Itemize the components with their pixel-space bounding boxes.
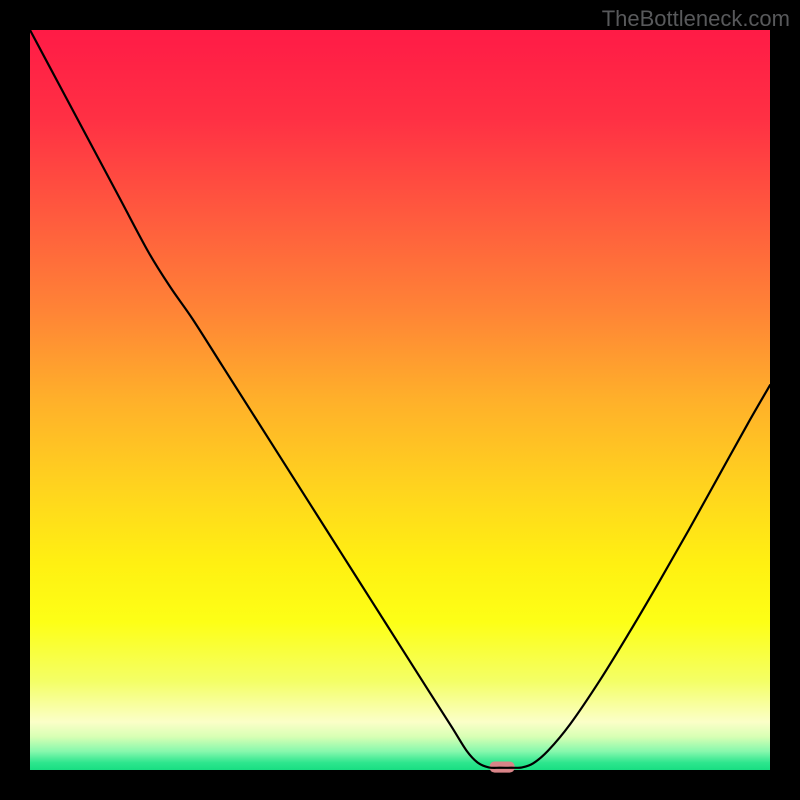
chart-svg xyxy=(0,0,800,800)
watermark-label: TheBottleneck.com xyxy=(602,6,790,32)
plot-background xyxy=(30,30,770,770)
bottleneck-chart: TheBottleneck.com xyxy=(0,0,800,800)
